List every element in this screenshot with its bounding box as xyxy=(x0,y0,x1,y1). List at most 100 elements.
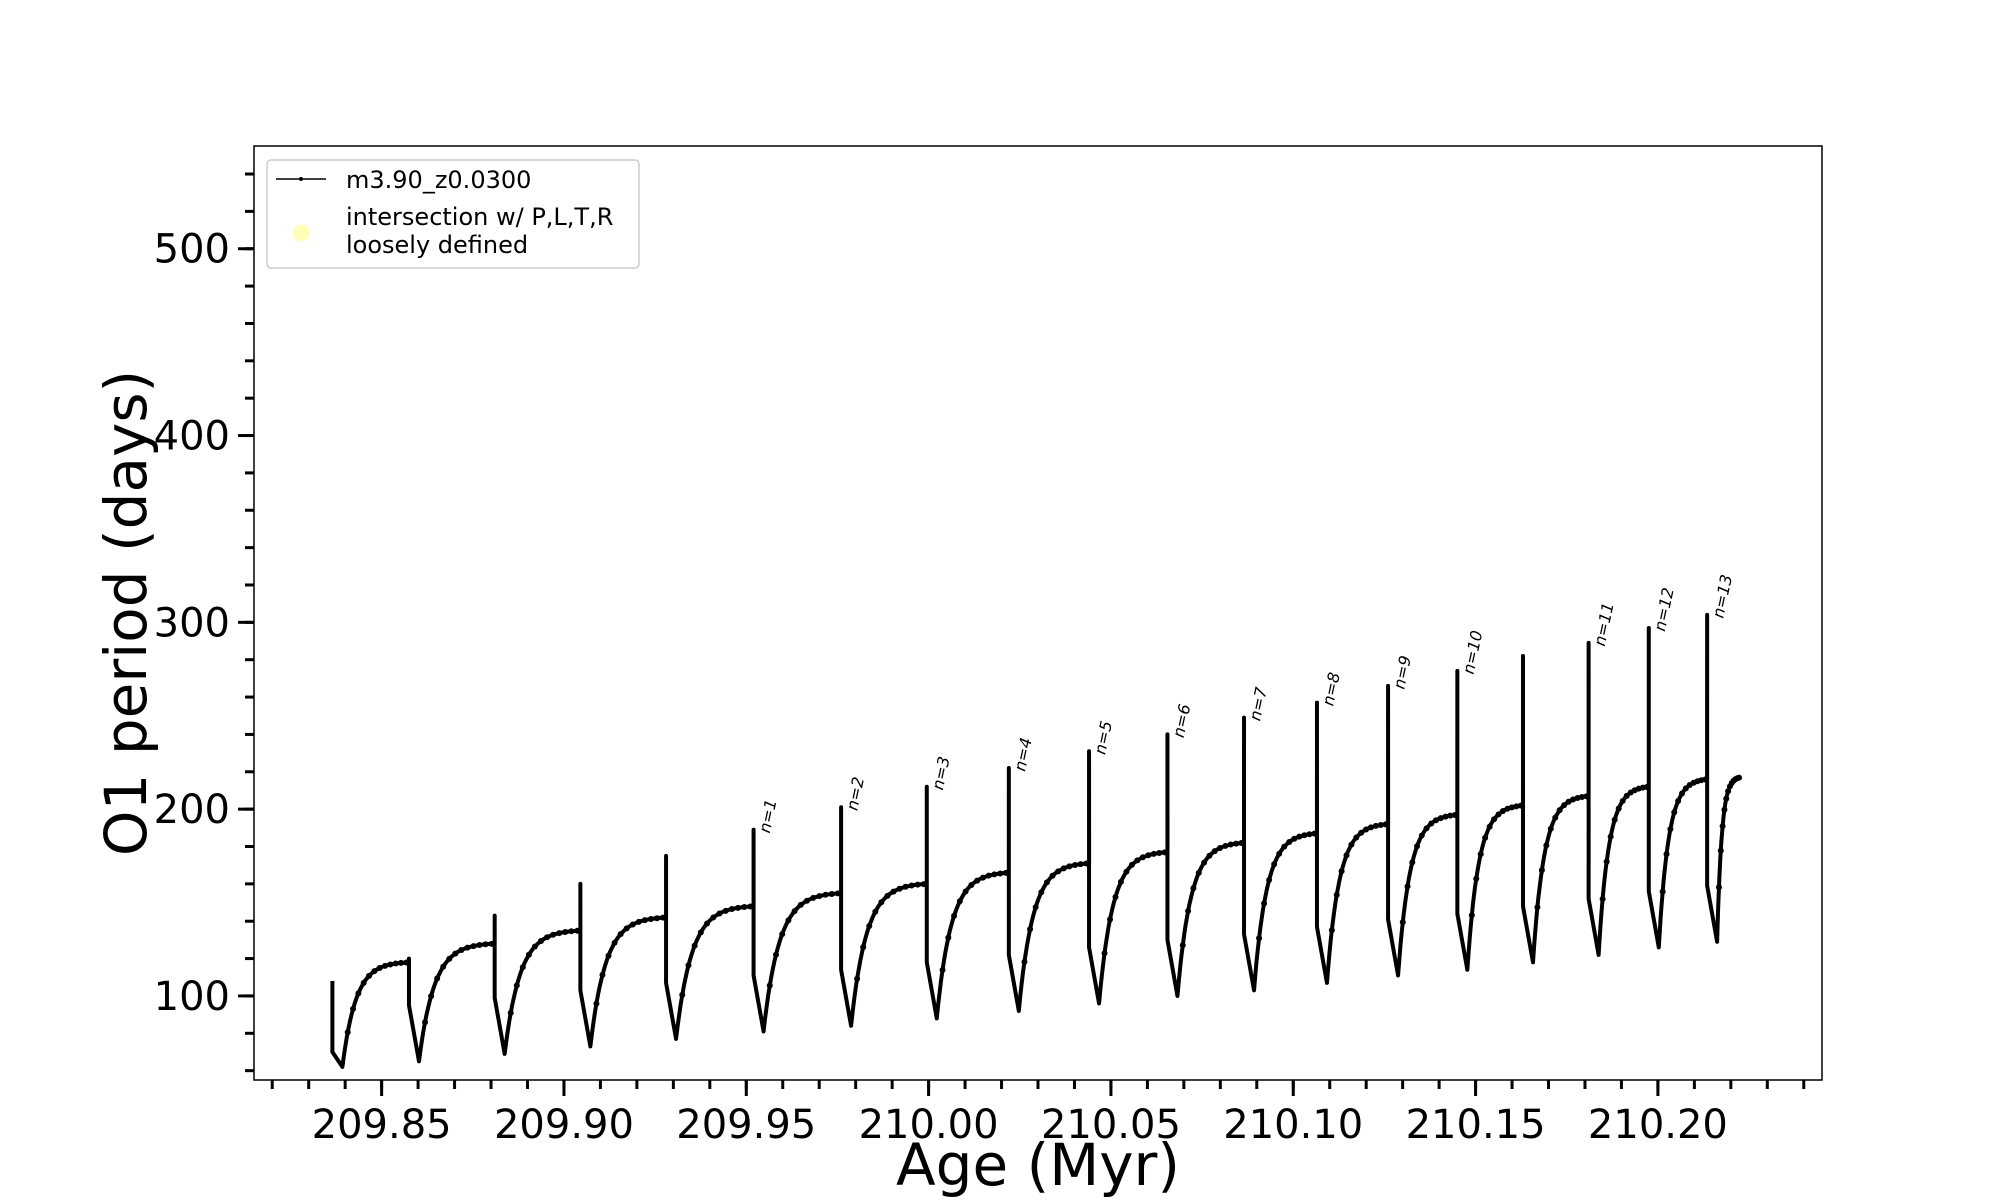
series-point xyxy=(531,943,538,950)
series-point xyxy=(1603,858,1610,865)
series-point xyxy=(1077,861,1084,868)
series-point xyxy=(1117,878,1124,885)
series-point xyxy=(1433,817,1440,824)
series-point xyxy=(434,975,441,982)
x-tick-label: 209.95 xyxy=(676,1102,816,1148)
y-tick-label: 100 xyxy=(154,974,230,1020)
series-point xyxy=(371,968,378,975)
series-point xyxy=(476,942,483,949)
series-point xyxy=(397,959,404,966)
series-point xyxy=(772,951,779,958)
series-point xyxy=(860,944,867,951)
series-point xyxy=(574,927,581,934)
legend-label-intersection-line2: loosely defined xyxy=(346,231,528,259)
series-point xyxy=(810,894,817,901)
series-point xyxy=(1128,861,1135,868)
series-point xyxy=(568,928,575,935)
series-point xyxy=(1134,857,1141,864)
series-point xyxy=(1222,842,1229,849)
series-point xyxy=(1611,816,1618,823)
series-point xyxy=(1447,812,1454,819)
series-point xyxy=(1719,823,1726,830)
series-point xyxy=(697,929,704,936)
series-point xyxy=(1338,868,1345,875)
series-point xyxy=(1227,841,1234,848)
series-point xyxy=(920,881,927,888)
series-point xyxy=(422,1019,429,1026)
series-point xyxy=(1286,838,1293,845)
y-axis-title: O1 period (days) xyxy=(92,370,160,856)
legend-circle-marker xyxy=(292,224,310,242)
x-axis-title: Age (Myr) xyxy=(896,1131,1180,1199)
series-point xyxy=(785,917,792,924)
legend-frame xyxy=(266,159,640,269)
series-point xyxy=(1367,824,1374,831)
series-point xyxy=(747,903,754,910)
legend-label-series: m3.90_z0.0300 xyxy=(346,166,531,194)
series-point xyxy=(355,990,362,997)
series-point xyxy=(482,941,489,948)
series-point xyxy=(741,904,748,911)
y-tick-label: 400 xyxy=(154,414,230,460)
series-point xyxy=(605,952,612,959)
series-point xyxy=(1021,958,1028,965)
series-point xyxy=(452,950,459,957)
series-point xyxy=(1055,868,1062,875)
series-point xyxy=(1123,868,1130,875)
series-point xyxy=(1233,840,1240,847)
series-point xyxy=(1399,919,1406,926)
series-point xyxy=(550,931,557,938)
series-point xyxy=(710,914,717,921)
series-point xyxy=(513,982,520,989)
series-point xyxy=(1348,841,1355,848)
series-point xyxy=(1663,851,1670,858)
series-point xyxy=(691,942,698,949)
series-point xyxy=(653,915,660,922)
series-point xyxy=(1372,822,1379,829)
x-tick-label: 210.05 xyxy=(1041,1102,1181,1148)
x-tick-label: 210.15 xyxy=(1406,1102,1546,1148)
series-point xyxy=(562,928,569,935)
series-point xyxy=(1281,843,1288,850)
x-tick-label: 209.90 xyxy=(494,1102,634,1148)
series-point xyxy=(1428,820,1435,827)
series-point xyxy=(939,966,946,973)
series-point xyxy=(779,931,786,938)
series-point xyxy=(1333,891,1340,898)
series-point xyxy=(1682,785,1689,792)
series-point xyxy=(1311,830,1318,837)
series-point xyxy=(1499,808,1506,815)
series-point xyxy=(722,907,729,914)
series-point xyxy=(1702,776,1709,783)
series-point xyxy=(1195,869,1202,876)
series-point xyxy=(1437,815,1444,822)
series-point xyxy=(735,904,742,911)
series-point xyxy=(1482,834,1489,841)
series-point xyxy=(1736,774,1743,781)
series-point xyxy=(1185,908,1192,915)
series-point xyxy=(1556,807,1563,814)
series-m3.90-z0.0300 xyxy=(330,612,1743,1069)
series-point xyxy=(1261,900,1268,907)
series-point xyxy=(1150,850,1157,857)
series-point xyxy=(834,890,841,897)
series-point xyxy=(962,888,969,895)
series-point xyxy=(366,972,373,979)
series-point xyxy=(458,947,465,954)
series-point xyxy=(685,962,692,969)
series-point xyxy=(387,961,394,968)
series-point xyxy=(1517,802,1524,809)
series-point xyxy=(1725,788,1732,795)
series-point xyxy=(1211,848,1218,855)
series-point xyxy=(1468,912,1475,919)
series-point xyxy=(878,899,885,906)
series-point xyxy=(1473,875,1480,882)
series-point xyxy=(704,920,711,927)
series-point xyxy=(890,888,897,895)
series-point xyxy=(1139,854,1146,861)
series-point xyxy=(647,915,654,922)
series-point xyxy=(974,877,981,884)
series-point xyxy=(392,960,399,967)
series-point xyxy=(1206,852,1213,859)
series-point xyxy=(599,971,606,978)
